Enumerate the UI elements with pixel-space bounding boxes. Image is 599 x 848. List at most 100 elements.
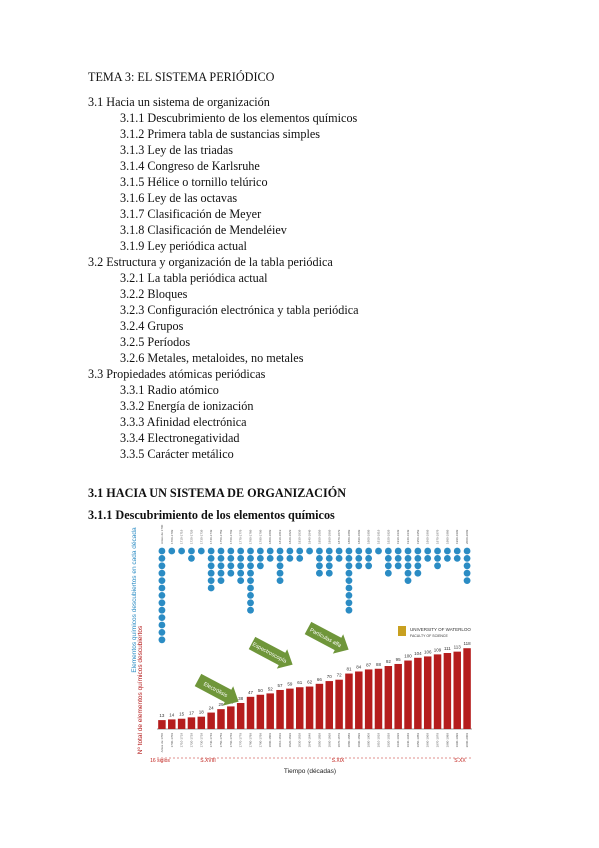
- dot-column: [365, 547, 373, 570]
- element-dot: [335, 555, 343, 562]
- top-category-label: 1970-1979: [436, 529, 440, 544]
- value-label: 70: [327, 674, 333, 679]
- element-dot: [158, 569, 166, 577]
- dot-column: [404, 547, 412, 584]
- dot-column: [247, 547, 254, 614]
- x-category-label: 1970-1979: [436, 733, 440, 748]
- element-dot: [424, 555, 432, 562]
- element-dot: [207, 547, 215, 555]
- element-dot: [443, 547, 451, 555]
- element-dot: [306, 547, 313, 555]
- element-dot: [453, 547, 461, 555]
- era-label: S.XIX: [332, 758, 345, 764]
- dot-column: [266, 547, 274, 562]
- element-dot: [434, 547, 441, 555]
- element-dot: [394, 555, 402, 562]
- element-dot: [335, 547, 343, 555]
- bar: [227, 706, 235, 729]
- x-category-label: 1790-1799: [258, 733, 262, 748]
- top-category-label: 1930-1939: [396, 529, 400, 544]
- toc-item: 3.2.6 Metales, metaloides, no metales: [120, 351, 304, 365]
- era-label: 16 siglos: [150, 758, 170, 764]
- element-dot: [158, 636, 166, 644]
- toc-item: 3.1.8 Clasificación de Mendeléiev: [120, 223, 287, 237]
- top-category-label: 1720-1729: [189, 529, 193, 544]
- x-category-label: 1780-1789: [249, 733, 253, 748]
- element-dot: [365, 547, 373, 555]
- bar: [177, 718, 186, 729]
- element-dot: [434, 555, 441, 562]
- bar: [423, 656, 432, 729]
- element-dot: [207, 555, 215, 562]
- element-dot: [345, 584, 353, 592]
- element-dot: [158, 555, 166, 562]
- element-dot: [247, 577, 254, 584]
- era-label: S.XX: [454, 758, 466, 764]
- element-dot: [217, 547, 225, 555]
- value-label: 29: [218, 702, 224, 707]
- element-dot: [217, 555, 225, 562]
- dot-column: [345, 547, 353, 614]
- element-dot: [316, 547, 323, 555]
- value-label: 50: [258, 688, 264, 693]
- element-dot: [276, 562, 284, 570]
- toc-item: 3.1.9 Ley periódica actual: [120, 239, 247, 253]
- dot-column: [286, 547, 294, 562]
- top-category-label: 2000-2009: [465, 529, 469, 544]
- bar: [394, 663, 402, 729]
- top-category-label: 1990-1999: [455, 529, 459, 544]
- top-category-label: 1810-1819: [278, 529, 282, 544]
- element-dot: [296, 555, 304, 562]
- dot-column: [256, 547, 264, 570]
- element-dot: [158, 621, 166, 629]
- element-dot: [463, 577, 471, 584]
- arrow-shape: [248, 636, 293, 669]
- x-category-label: 2000-2009: [465, 733, 469, 748]
- x-category-label: 1850-1859: [317, 733, 321, 748]
- value-label: 111: [444, 646, 451, 651]
- x-category-label: Antes de 1700: [160, 733, 164, 753]
- dot-column: [158, 547, 166, 644]
- x-category-label: 1700-1709: [170, 733, 174, 748]
- element-dot: [404, 569, 412, 577]
- value-label: 109: [434, 647, 442, 652]
- element-dot: [345, 606, 353, 614]
- top-category-label: 1730-1739: [199, 529, 203, 544]
- dot-column: [453, 547, 461, 562]
- x-category-label: 1740-1749: [209, 733, 213, 748]
- dot-column: [384, 547, 392, 577]
- bar: [384, 666, 393, 729]
- dot-column: [325, 547, 333, 577]
- element-dot: [217, 562, 225, 570]
- element-dot: [365, 562, 373, 570]
- bar: [443, 653, 452, 729]
- bar: [364, 669, 373, 729]
- element-dot: [158, 599, 166, 607]
- value-label: 57: [278, 683, 284, 688]
- top-category-label: 1850-1859: [317, 529, 321, 544]
- element-dot: [247, 606, 254, 614]
- element-dot: [463, 547, 471, 555]
- x-category-label: 1930-1939: [396, 733, 400, 748]
- top-category-label: 1790-1799: [258, 529, 262, 544]
- element-dot: [286, 547, 294, 555]
- x-category-label: 1860-1869: [327, 733, 331, 748]
- x-category-label: 1770-1779: [239, 733, 243, 748]
- toc-item: 3.1.5 Hélice o tornillo telúrico: [120, 175, 268, 189]
- toc-item: 3.1.4 Congreso de Karlsruhe: [120, 159, 260, 173]
- bar: [463, 648, 471, 729]
- element-dot: [296, 547, 304, 555]
- element-dot: [286, 555, 294, 562]
- x-category-label: 1910-1919: [376, 733, 380, 748]
- dot-column: [335, 547, 343, 562]
- x-category-label: 1980-1989: [445, 733, 449, 748]
- bar: [286, 688, 294, 729]
- y-axis-label: Nº total de elementos químicos descubier…: [137, 625, 144, 754]
- value-label: 81: [346, 667, 352, 672]
- element-dot: [365, 555, 373, 562]
- element-dot: [325, 547, 333, 555]
- bar: [325, 681, 334, 729]
- element-dot: [276, 547, 284, 555]
- x-category-label: 1760-1769: [229, 733, 233, 748]
- element-dot: [247, 555, 254, 562]
